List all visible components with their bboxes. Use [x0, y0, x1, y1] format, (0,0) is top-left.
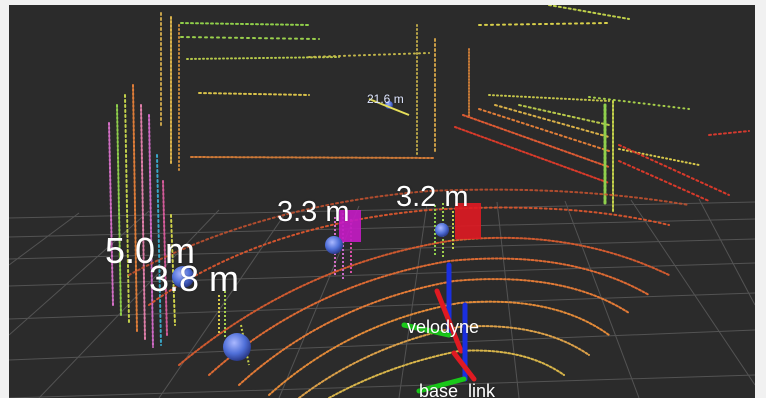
right-wall-points — [455, 101, 729, 211]
distance-label-person-d: 3.2 m — [396, 183, 469, 212]
point-cloud-scene[interactable] — [9, 5, 755, 398]
person-sphere-a — [223, 333, 251, 361]
frame-label-base-link: base_link — [419, 382, 495, 398]
person-sphere-d — [435, 223, 449, 237]
distance-label-person-b: 3.8 m — [149, 261, 239, 297]
person-sphere-c — [325, 236, 343, 254]
rviz-3d-viewport[interactable]: 21.6 m 5.0 m 3.8 m 3.3 m 3.2 m velodyne … — [9, 5, 755, 398]
distance-label-person-c: 3.3 m — [277, 198, 350, 227]
back-wall-points — [161, 5, 749, 170]
distance-label-far: 21.6 m — [367, 93, 404, 105]
frame-label-velodyne: velodyne — [407, 318, 479, 336]
